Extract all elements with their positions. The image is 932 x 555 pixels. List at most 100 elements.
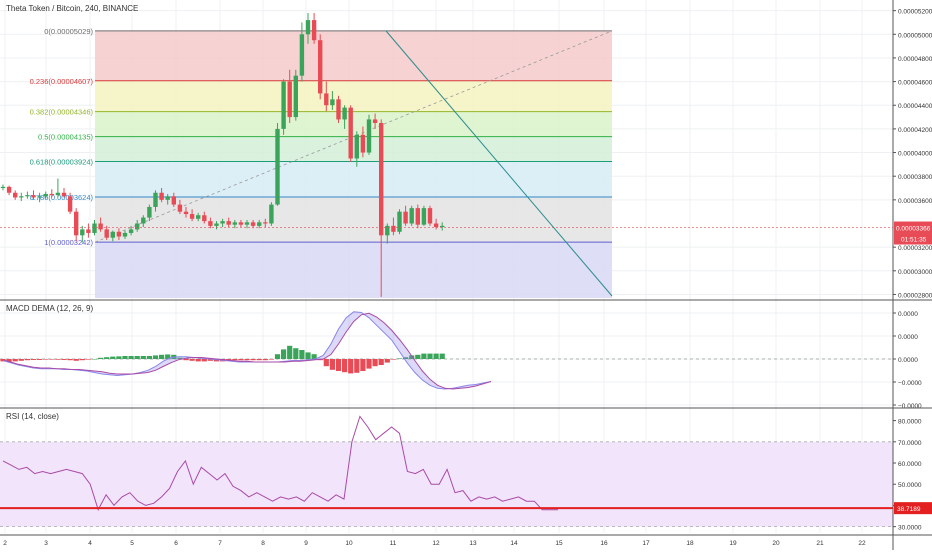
x-tick-label: 5 bbox=[130, 540, 134, 547]
macd-histogram-bar bbox=[329, 359, 335, 370]
macd-histogram-bar bbox=[372, 359, 378, 367]
fib-level-label: 0(0.00005029) bbox=[44, 27, 93, 36]
macd-histogram-bar bbox=[403, 357, 409, 359]
candle-body bbox=[397, 211, 402, 232]
price-tick-label: 0.00004400 bbox=[898, 103, 932, 110]
rsi-indicator-title: RSI (14, close) bbox=[6, 412, 59, 421]
candle-body bbox=[440, 225, 445, 228]
candle-body bbox=[31, 195, 36, 198]
price-tick-label: 0.00003600 bbox=[898, 198, 932, 205]
macd-histogram-bar bbox=[85, 359, 91, 360]
price-tick-label: 0.00004600 bbox=[898, 80, 932, 87]
x-tick-label: 6 bbox=[174, 540, 178, 547]
price-tick-label: 0.00004800 bbox=[898, 56, 932, 63]
candle-body bbox=[250, 222, 256, 226]
price-tick-label: 0.00003800 bbox=[898, 174, 932, 181]
x-tick-label: 2 bbox=[3, 540, 7, 547]
rsi-value-label: 38.7189 bbox=[897, 506, 921, 513]
x-tick-label: 16 bbox=[600, 540, 608, 547]
macd-tick-label: 0.0000 bbox=[898, 311, 918, 318]
x-tick-label: 21 bbox=[816, 540, 824, 547]
candle-body bbox=[244, 222, 250, 225]
fib-level-label: 0.618(0.00003924) bbox=[30, 158, 94, 167]
price-tick-label: 0.00003200 bbox=[898, 245, 932, 252]
fib-level-label: 0.786(0.00003624) bbox=[30, 193, 94, 202]
candle-body bbox=[232, 222, 237, 225]
macd-histogram-bar bbox=[409, 355, 415, 359]
candle-body bbox=[80, 229, 85, 236]
candle-body bbox=[49, 193, 54, 196]
candle-body bbox=[257, 222, 262, 226]
candle-body bbox=[67, 196, 73, 212]
rsi-band bbox=[0, 441, 893, 527]
price-tick-label: 0.00004200 bbox=[898, 127, 932, 134]
macd-histogram-bar bbox=[134, 356, 140, 359]
candle-body bbox=[110, 231, 115, 238]
macd-histogram-bar bbox=[128, 356, 134, 359]
x-tick-label: 22 bbox=[858, 540, 866, 547]
macd-histogram-bar bbox=[427, 353, 433, 359]
candle-body bbox=[324, 93, 329, 106]
candle-body bbox=[391, 225, 396, 232]
price-tick-label: 0.00005000 bbox=[898, 32, 932, 39]
x-tick-label: 8 bbox=[261, 540, 265, 547]
candle-body bbox=[13, 192, 18, 198]
x-tick-label: 7 bbox=[218, 540, 222, 547]
candle-body bbox=[183, 211, 189, 215]
candle-body bbox=[427, 208, 433, 224]
macd-histogram-bar bbox=[91, 359, 98, 360]
macd-histogram-bar bbox=[390, 359, 396, 360]
candle-body bbox=[409, 208, 414, 224]
macd-histogram-bar bbox=[293, 348, 299, 359]
signal-line bbox=[2, 312, 492, 390]
rsi-tick-label: 50.0000 bbox=[898, 482, 922, 489]
macd-histogram-bar bbox=[348, 359, 354, 374]
candle-body bbox=[318, 40, 323, 94]
candle-body bbox=[159, 192, 164, 200]
fib-zone bbox=[95, 30, 612, 81]
candle-body bbox=[214, 223, 219, 226]
candle-body bbox=[122, 232, 128, 237]
candle-body bbox=[104, 229, 109, 238]
macd-histogram-bar bbox=[177, 357, 183, 359]
candle-body bbox=[372, 119, 378, 123]
macd-histogram-bar bbox=[250, 359, 256, 361]
macd-histogram-bar bbox=[37, 359, 43, 360]
macd-histogram-bar bbox=[6, 359, 12, 362]
macd-histogram-bar bbox=[79, 359, 85, 361]
fib-zone bbox=[95, 136, 612, 162]
macd-histogram-bar bbox=[18, 359, 24, 361]
macd-histogram-bar bbox=[140, 356, 146, 359]
candle-body bbox=[98, 223, 103, 230]
trend-line[interactable] bbox=[385, 30, 613, 297]
candle-body bbox=[275, 128, 280, 205]
current-price-label: 0.00003366 bbox=[896, 226, 931, 233]
candle-body bbox=[0, 186, 6, 189]
price-tick-label: 0.00003000 bbox=[898, 269, 932, 276]
macd-histogram-bar bbox=[152, 355, 159, 359]
candle-body bbox=[202, 215, 207, 222]
macd-histogram-bar bbox=[122, 356, 128, 359]
macd-histogram-bar bbox=[201, 359, 207, 362]
candle-body bbox=[238, 222, 244, 225]
fib-level-label: 1(0.00003242) bbox=[44, 238, 93, 247]
macd-histogram-bar bbox=[159, 354, 165, 359]
macd-indicator-title: MACD DEMA (12, 26, 9) bbox=[6, 304, 93, 313]
fib-level-label: 0.382(0.00004346) bbox=[30, 108, 94, 117]
x-tick-label: 15 bbox=[555, 540, 563, 547]
candle-body bbox=[354, 134, 359, 159]
x-tick-label: 3 bbox=[44, 540, 48, 547]
macd-histogram-bar bbox=[311, 354, 317, 359]
rsi-value-tag bbox=[894, 502, 932, 515]
x-tick-label: 20 bbox=[772, 540, 780, 547]
macd-histogram-bar bbox=[183, 359, 189, 361]
candle-body bbox=[226, 221, 231, 225]
candle-body bbox=[305, 20, 311, 35]
x-tick-label: 18 bbox=[686, 540, 694, 547]
macd-histogram-bar bbox=[30, 359, 37, 360]
macd-histogram-bar bbox=[43, 359, 49, 360]
macd-histogram-bar bbox=[335, 359, 342, 371]
candle-body bbox=[116, 231, 122, 237]
